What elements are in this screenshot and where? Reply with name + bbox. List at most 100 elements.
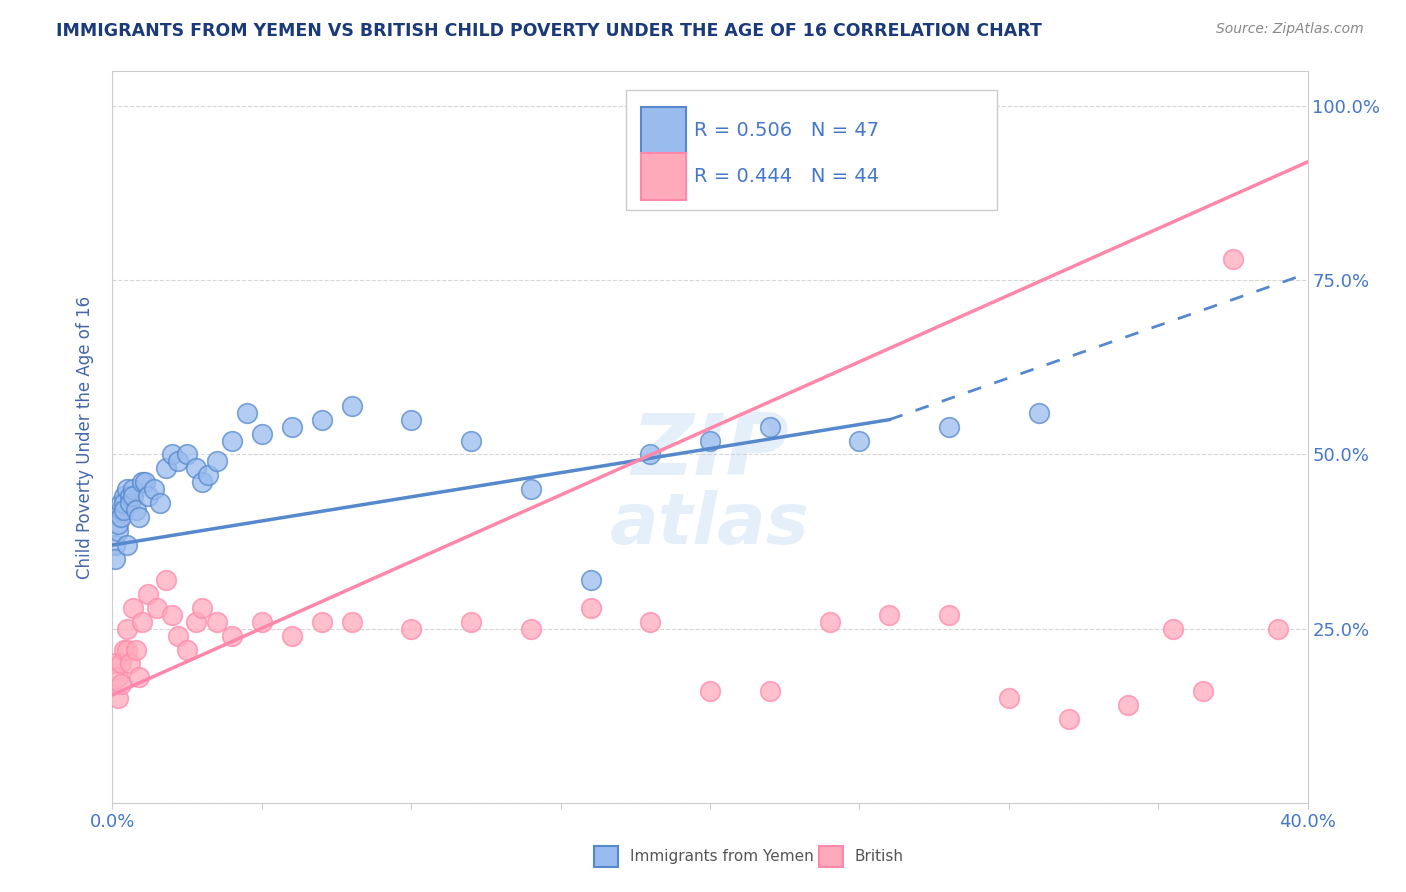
Point <box>155 573 177 587</box>
Point <box>848 434 870 448</box>
Point <box>128 670 150 684</box>
Point <box>117 622 139 636</box>
Point <box>998 691 1021 706</box>
Point <box>221 629 243 643</box>
Point <box>120 489 142 503</box>
Point <box>110 657 132 671</box>
Point <box>167 454 190 468</box>
Point <box>1222 252 1244 267</box>
Point <box>460 434 482 448</box>
Point <box>114 503 135 517</box>
Point <box>114 642 135 657</box>
Point <box>699 684 721 698</box>
Point <box>699 434 721 448</box>
Point <box>205 454 228 468</box>
Point <box>205 615 228 629</box>
Point <box>460 615 482 629</box>
Point <box>122 600 145 615</box>
Point <box>128 510 150 524</box>
Point <box>938 419 960 434</box>
Point <box>138 489 160 503</box>
Point <box>579 600 602 615</box>
Point <box>176 448 198 462</box>
Point <box>110 503 132 517</box>
Point <box>879 607 901 622</box>
Point <box>176 642 198 657</box>
Point <box>1192 684 1215 698</box>
Point <box>125 503 148 517</box>
Point <box>107 517 129 532</box>
Point <box>167 629 190 643</box>
Point <box>640 615 662 629</box>
Point <box>311 615 333 629</box>
Point <box>131 615 153 629</box>
Point <box>1028 406 1050 420</box>
Point <box>191 475 214 490</box>
Point <box>162 448 183 462</box>
Point <box>114 489 135 503</box>
Point <box>122 489 145 503</box>
Point <box>143 483 166 497</box>
Y-axis label: Child Poverty Under the Age of 16: Child Poverty Under the Age of 16 <box>76 295 94 579</box>
Point <box>110 496 132 510</box>
Text: atlas: atlas <box>610 491 810 559</box>
Point <box>281 419 304 434</box>
Bar <box>818 846 844 867</box>
Text: Immigrants from Yemen: Immigrants from Yemen <box>630 849 814 863</box>
Point <box>117 538 139 552</box>
Point <box>1057 712 1080 726</box>
Point <box>120 657 142 671</box>
Point <box>120 496 142 510</box>
Point <box>104 552 127 566</box>
Text: Source: ZipAtlas.com: Source: ZipAtlas.com <box>1216 22 1364 37</box>
Point <box>1161 622 1184 636</box>
Point <box>579 573 602 587</box>
Point <box>104 657 127 671</box>
Point <box>818 615 841 629</box>
Point <box>1267 622 1289 636</box>
Point <box>110 677 132 691</box>
Point <box>149 496 172 510</box>
Point <box>117 642 139 657</box>
Point <box>191 600 214 615</box>
Point <box>340 399 363 413</box>
Point <box>117 483 139 497</box>
Point <box>759 419 782 434</box>
Point <box>107 670 129 684</box>
Text: R = 0.506   N = 47: R = 0.506 N = 47 <box>695 121 880 140</box>
Point <box>401 412 423 426</box>
Point <box>134 475 156 490</box>
Point <box>162 607 183 622</box>
Point <box>110 510 132 524</box>
Text: IMMIGRANTS FROM YEMEN VS BRITISH CHILD POVERTY UNDER THE AGE OF 16 CORRELATION C: IMMIGRANTS FROM YEMEN VS BRITISH CHILD P… <box>56 22 1042 40</box>
Point <box>131 475 153 490</box>
Point <box>938 607 960 622</box>
FancyBboxPatch shape <box>641 153 686 200</box>
Point <box>104 538 127 552</box>
FancyBboxPatch shape <box>641 107 686 154</box>
Point <box>146 600 169 615</box>
Point <box>1118 698 1140 713</box>
Point <box>186 461 208 475</box>
Point <box>311 412 333 426</box>
Point <box>640 448 662 462</box>
Point <box>114 496 135 510</box>
Point <box>281 629 304 643</box>
Point <box>236 406 259 420</box>
Point <box>340 615 363 629</box>
Point <box>250 426 273 441</box>
Text: British: British <box>855 849 904 863</box>
Point <box>107 524 129 538</box>
Point <box>221 434 243 448</box>
Bar <box>593 846 619 867</box>
Point <box>250 615 273 629</box>
FancyBboxPatch shape <box>627 90 997 211</box>
Point <box>759 684 782 698</box>
Point <box>155 461 177 475</box>
Point <box>401 622 423 636</box>
Text: R = 0.444   N = 44: R = 0.444 N = 44 <box>695 167 880 186</box>
Point <box>122 483 145 497</box>
Point <box>138 587 160 601</box>
Point <box>186 615 208 629</box>
Point <box>520 483 543 497</box>
